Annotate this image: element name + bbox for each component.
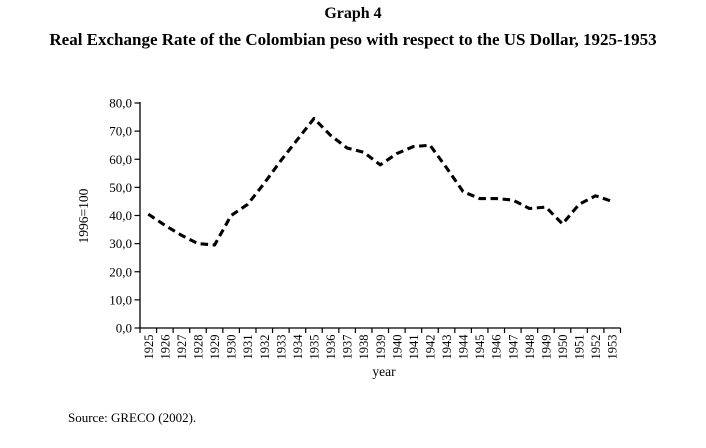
figure-subtitle: Real Exchange Rate of the Colombian peso… [49,30,657,49]
y-axis-title: 1996=100 [76,188,91,244]
x-tick-label: 1932 [258,335,272,360]
y-tick-label: 10,0 [109,292,132,307]
x-tick-label: 1953 [606,335,620,360]
x-tick-label: 1938 [357,335,371,360]
x-tick-label: 1931 [241,335,255,360]
x-tick-label: 1939 [374,335,388,360]
y-tick-label: 60,0 [109,152,132,167]
y-tick-label: 30,0 [109,236,132,251]
x-tick-label: 1929 [208,335,222,360]
x-tick-label: 1949 [539,335,553,360]
y-tick-label: 0,0 [116,321,132,336]
x-tick-label: 1940 [390,335,404,360]
x-tick-label: 1934 [291,334,305,360]
y-tick-label: 80,0 [109,96,132,111]
y-tick-label: 70,0 [109,124,132,139]
x-tick-label: 1942 [423,335,437,360]
x-tick-label: 1933 [274,335,288,360]
x-tick-label: 1941 [407,335,421,360]
x-tick-label: 1925 [142,335,156,360]
x-axis-title: year [372,364,396,379]
x-tick-label: 1935 [307,335,321,360]
x-tick-label: 1947 [506,335,520,360]
series-line-dashed [147,116,613,247]
x-tick-label: 1926 [158,335,172,360]
x-tick-label: 1943 [440,335,454,360]
x-tick-label: 1930 [225,335,239,360]
x-tick-label: 1950 [556,335,570,360]
x-tick-label: 1928 [191,335,205,360]
x-tick-label: 1951 [573,335,587,360]
x-tick-label: 1945 [473,335,487,360]
x-tick-label: 1927 [175,335,189,360]
x-tick-label: 1948 [523,335,537,360]
y-tick-label: 50,0 [109,180,132,195]
x-tick-label: 1944 [457,334,471,360]
x-tick-label: 1936 [324,335,338,360]
y-tick-label: 20,0 [109,264,132,279]
figure-title: Graph 4 [324,5,382,22]
y-tick-label: 40,0 [109,208,132,223]
x-tick-label: 1952 [589,335,603,360]
x-tick-label: 1946 [490,335,504,360]
x-tick-label: 1937 [341,335,355,360]
source-note: Source: GRECO (2002). [68,410,197,425]
